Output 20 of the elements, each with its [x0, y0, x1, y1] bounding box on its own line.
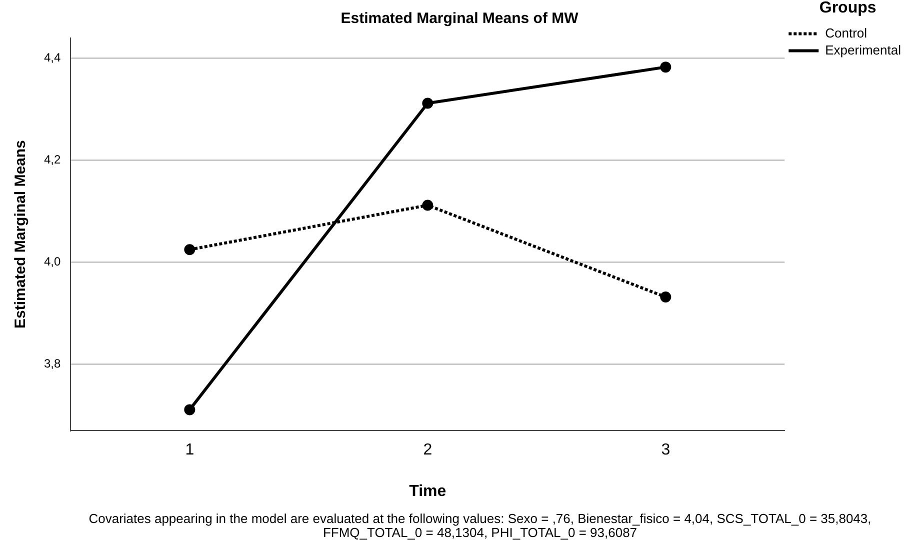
y-tick-label: 4,2: [44, 152, 61, 167]
legend-label: Control: [825, 25, 868, 40]
y-axis-title: Estimated Marginal Means: [12, 140, 30, 328]
text: Covariates appearing in the model are evaluated at the following values: Sexo = ,76, Bienestar_fisico = 4,04, SCS_TOTAL_0 = 35,8043, FFMQ_TOTAL_0 = 48,1304, PHI_TOTAL_0 = 93,6087: [88, 511, 872, 540]
x-tick-label: 2: [423, 442, 432, 459]
x-tick-label: 1: [185, 442, 194, 459]
point: [660, 62, 672, 73]
chart-title: Estimated Marginal Means of MW: [340, 10, 580, 28]
x-tick-label: 3: [661, 442, 670, 459]
point: [184, 404, 196, 416]
y-tick-label: 4,0: [44, 254, 61, 269]
y-tick-label: 4,4: [44, 50, 61, 65]
legend-label: Experimental: [825, 42, 902, 58]
point: [184, 244, 196, 256]
point: [660, 292, 672, 303]
point: [422, 200, 434, 211]
legend-title: Groups: [819, 0, 876, 16]
y-tick-label: 3,8: [44, 356, 61, 371]
point: [422, 98, 434, 109]
x-axis-title: Time: [409, 482, 446, 500]
